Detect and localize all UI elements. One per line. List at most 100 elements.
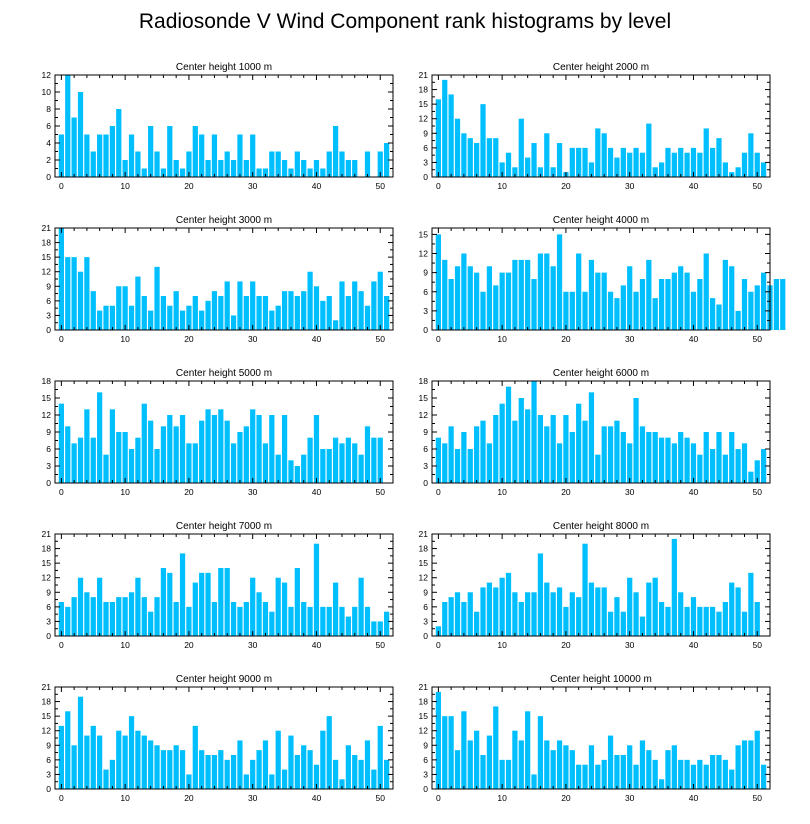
bar xyxy=(607,735,614,789)
bar xyxy=(281,582,288,636)
y-tick-label: 15 xyxy=(42,711,52,721)
bar xyxy=(467,740,473,789)
bar xyxy=(230,160,237,177)
y-tick-label: 21 xyxy=(419,529,429,539)
panel-title: Center height 5000 m xyxy=(176,368,272,379)
bar xyxy=(243,426,249,483)
y-tick-label: 6 xyxy=(423,755,428,765)
bar xyxy=(601,272,607,330)
bar xyxy=(301,745,307,789)
bar xyxy=(780,279,786,330)
y-tick-label: 6 xyxy=(423,602,428,612)
y-tick-label: 18 xyxy=(419,697,429,707)
bar xyxy=(729,266,735,330)
y-tick-label: 0 xyxy=(423,478,428,488)
bar xyxy=(550,750,556,789)
bar xyxy=(256,296,262,330)
bar xyxy=(614,298,620,330)
x-tick-label: 40 xyxy=(689,181,699,191)
bar xyxy=(160,568,167,636)
bar xyxy=(269,415,275,483)
bar xyxy=(627,266,633,330)
y-tick-label: 6 xyxy=(46,121,51,131)
bar xyxy=(250,409,256,483)
bar xyxy=(135,151,141,177)
y-tick-label: 0 xyxy=(46,172,51,182)
bar xyxy=(646,432,652,483)
panel-6: Center height 6000 m 0 3 6 9 12 15 18 0 10 20 30 40 5… xyxy=(419,368,771,497)
bar xyxy=(588,582,595,636)
bar xyxy=(192,443,198,483)
bar xyxy=(116,286,122,330)
bar xyxy=(109,305,116,330)
bar xyxy=(224,759,230,789)
y-tick-label: 9 xyxy=(46,587,51,597)
bar xyxy=(186,774,192,789)
bar xyxy=(461,432,467,483)
bar xyxy=(224,420,230,483)
bar xyxy=(199,310,205,330)
bar xyxy=(205,160,211,177)
x-tick-label: 30 xyxy=(248,640,258,650)
bar xyxy=(722,162,728,177)
x-tick-label: 0 xyxy=(59,334,64,344)
bar xyxy=(576,147,582,177)
x-tick-label: 40 xyxy=(689,640,699,650)
bar xyxy=(627,745,633,789)
bar xyxy=(135,437,141,483)
bar xyxy=(352,606,358,636)
bar xyxy=(301,291,307,330)
bar xyxy=(646,750,652,789)
bar xyxy=(703,432,709,483)
x-tick-label: 10 xyxy=(497,640,507,650)
y-tick-label: 6 xyxy=(423,444,428,454)
bar xyxy=(518,259,524,330)
bar xyxy=(697,454,703,483)
bar xyxy=(703,764,709,789)
bar xyxy=(678,432,684,483)
bar xyxy=(748,572,754,636)
bar xyxy=(199,420,205,483)
bar xyxy=(544,426,550,483)
bar xyxy=(192,296,198,330)
panel-4: Center height 4000 m 0 3 6 9 12 15 0 10 20 30 40 50 xyxy=(419,215,786,344)
bar xyxy=(377,437,383,483)
panel-10: Center height 10000 m 0 3 6 9 12 15 18 21 0 10 20 30… xyxy=(419,674,771,803)
bar xyxy=(199,134,205,177)
x-tick-label: 10 xyxy=(120,487,130,497)
bar xyxy=(735,310,741,330)
bar xyxy=(499,577,505,636)
bar xyxy=(211,755,218,789)
bar xyxy=(582,543,588,636)
bar xyxy=(262,443,269,483)
bar xyxy=(620,432,626,483)
bar xyxy=(773,279,779,330)
bar xyxy=(364,151,371,177)
bar xyxy=(256,592,262,636)
bar xyxy=(761,449,767,483)
bar xyxy=(339,606,345,636)
bar xyxy=(307,271,313,330)
bar xyxy=(211,602,218,636)
y-tick-label: 18 xyxy=(419,544,429,554)
bar xyxy=(461,253,467,330)
bar xyxy=(154,449,160,483)
x-tick-label: 20 xyxy=(184,793,194,803)
panel-title: Center height 3000 m xyxy=(176,215,272,226)
y-tick-label: 3 xyxy=(423,306,428,316)
y-tick-label: 3 xyxy=(46,310,51,320)
x-tick-label: 20 xyxy=(184,487,194,497)
y-tick-label: 12 xyxy=(419,114,429,124)
bar xyxy=(345,296,351,330)
bar xyxy=(84,735,90,789)
bar xyxy=(722,602,728,636)
bar xyxy=(684,606,690,636)
y-tick-label: 0 xyxy=(46,478,51,488)
x-tick-label: 20 xyxy=(184,640,194,650)
bar xyxy=(697,279,703,330)
bar xyxy=(556,443,563,483)
bar xyxy=(461,133,467,177)
bar xyxy=(505,272,512,330)
bar xyxy=(652,432,658,483)
